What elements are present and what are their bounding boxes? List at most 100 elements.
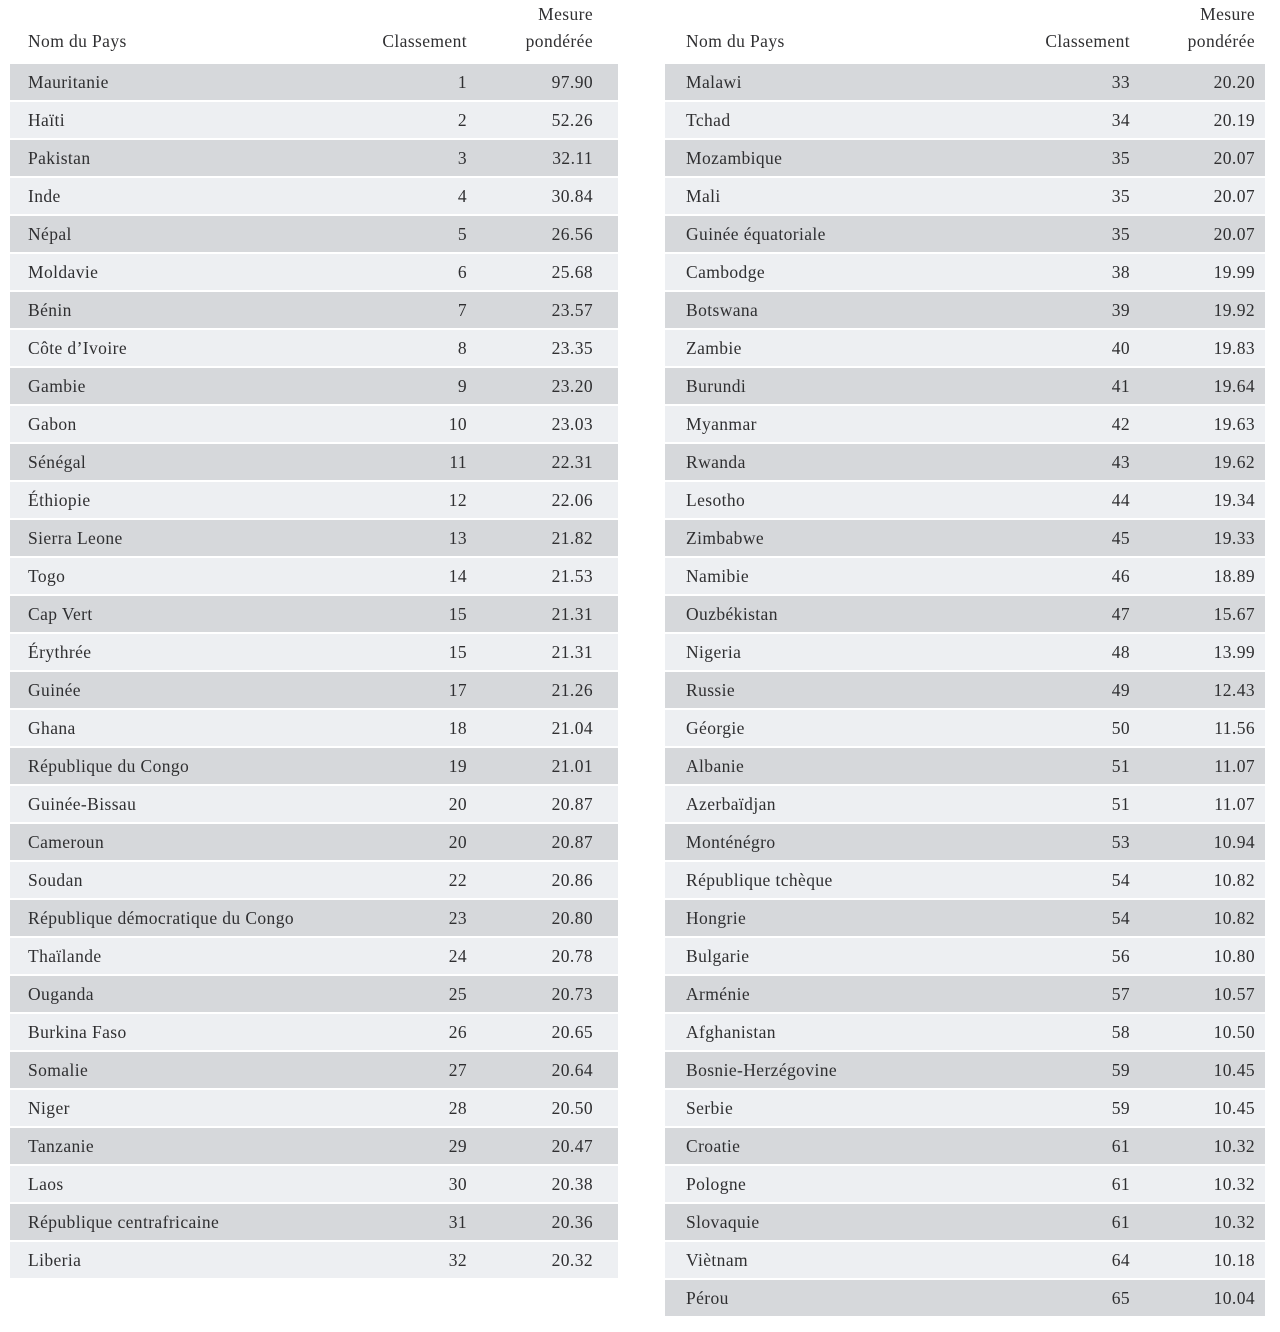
country-name-cell: Arménie xyxy=(665,976,1005,1011)
table-row: Guinée équatoriale 35 20.07 xyxy=(665,216,1265,254)
table-row: Guinée-Bissau 20 20.87 xyxy=(10,786,618,824)
country-weighted-measure: 10.18 xyxy=(1213,1250,1255,1270)
country-rank: 4 xyxy=(457,186,467,206)
country-weighted-measure: 19.34 xyxy=(1213,490,1255,510)
country-name: Azerbaïdjan xyxy=(686,794,776,814)
country-weighted-measure: 10.50 xyxy=(1213,1022,1255,1042)
country-weighted-measure: 21.31 xyxy=(551,642,593,662)
country-name: Nigeria xyxy=(686,642,742,662)
country-name: Haïti xyxy=(28,110,65,130)
table-row: Bénin 7 23.57 xyxy=(10,292,618,330)
country-name: Malawi xyxy=(686,72,742,92)
table-body-right: Malawi 33 20.20 Tchad 34 20.19 Mozambique 35 20.… xyxy=(665,64,1265,1318)
country-rank: 32 xyxy=(448,1250,467,1270)
country-weighted-measure: 20.73 xyxy=(551,984,593,1004)
country-weighted-measure: 10.57 xyxy=(1213,984,1255,1004)
country-name-cell: Guinée-Bissau xyxy=(10,786,347,821)
country-name: Tanzanie xyxy=(28,1136,95,1156)
country-name-cell: Azerbaïdjan xyxy=(665,786,1005,821)
country-weighted-measure: 10.82 xyxy=(1213,870,1255,890)
table-row: Mali 35 20.07 xyxy=(665,178,1265,216)
country-weighted-measure: 20.20 xyxy=(1213,72,1255,92)
country-name: Bosnie-Herzégovine xyxy=(686,1060,838,1080)
country-name: Laos xyxy=(28,1174,64,1194)
country-name-cell: Guinée équatoriale xyxy=(665,216,1005,251)
table-row: Albanie 51 11.07 xyxy=(665,748,1265,786)
country-rank: 43 xyxy=(1111,452,1130,472)
country-rank: 7 xyxy=(457,300,467,320)
country-name-cell: Côte d’Ivoire xyxy=(10,330,347,365)
country-weighted-measure: 20.47 xyxy=(551,1136,593,1156)
country-weighted-measure: 19.64 xyxy=(1213,376,1255,396)
country-rank: 5 xyxy=(457,224,467,244)
country-weighted-measure: 19.33 xyxy=(1213,528,1255,548)
country-name-cell: Bénin xyxy=(10,292,347,327)
country-name: Sénégal xyxy=(28,452,87,472)
country-name-cell: Zambie xyxy=(665,330,1005,365)
country-name-cell: Afghanistan xyxy=(665,1014,1005,1049)
table-row: Bulgarie 56 10.80 xyxy=(665,938,1265,976)
country-weighted-measure: 10.45 xyxy=(1213,1098,1255,1118)
table-row: République tchèque 54 10.82 xyxy=(665,862,1265,900)
country-rank: 2 xyxy=(457,110,467,130)
country-rank: 28 xyxy=(448,1098,467,1118)
country-rank: 54 xyxy=(1111,870,1130,890)
country-rank: 18 xyxy=(448,718,467,738)
country-name: Tchad xyxy=(686,110,731,130)
table-row: République du Congo 19 21.01 xyxy=(10,748,618,786)
country-name: République démocratique du Congo xyxy=(28,908,295,928)
country-name-cell: Ouganda xyxy=(10,976,347,1011)
country-name: Cameroun xyxy=(28,832,105,852)
country-name: Cap Vert xyxy=(28,604,93,624)
column-header-country: Nom du Pays xyxy=(686,31,785,51)
country-weighted-measure: 10.80 xyxy=(1213,946,1255,966)
country-name-cell: Lesotho xyxy=(665,482,1005,517)
table-row: Ghana 18 21.04 xyxy=(10,710,618,748)
country-weighted-measure: 12.43 xyxy=(1213,680,1255,700)
country-weighted-measure: 10.32 xyxy=(1213,1212,1255,1232)
table-row: Zimbabwe 45 19.33 xyxy=(665,520,1265,558)
country-name-cell: République tchèque xyxy=(665,862,1005,897)
table-row: Gambie 9 23.20 xyxy=(10,368,618,406)
country-name-cell: Slovaquie xyxy=(665,1204,1005,1239)
table-row: Inde 4 30.84 xyxy=(10,178,618,216)
country-weighted-measure: 11.07 xyxy=(1214,756,1255,776)
table-row: Pakistan 3 32.11 xyxy=(10,140,618,178)
table-row: Soudan 22 20.86 xyxy=(10,862,618,900)
table-row: Serbie 59 10.45 xyxy=(665,1090,1265,1128)
table-row: Ouzbékistan 47 15.67 xyxy=(665,596,1265,634)
country-rank: 57 xyxy=(1111,984,1130,1004)
country-weighted-measure: 21.01 xyxy=(551,756,593,776)
country-rank: 33 xyxy=(1111,72,1130,92)
country-rank: 51 xyxy=(1111,794,1130,814)
country-name-cell: Albanie xyxy=(665,748,1005,783)
country-name-cell: Somalie xyxy=(10,1052,347,1087)
country-rank: 6 xyxy=(457,262,467,282)
table-row: Pologne 61 10.32 xyxy=(665,1166,1265,1204)
country-name: Viètnam xyxy=(686,1250,749,1270)
country-rank: 15 xyxy=(448,604,467,624)
table-row: Sierra Leone 13 21.82 xyxy=(10,520,618,558)
country-name-cell: Gambie xyxy=(10,368,347,403)
country-rank: 49 xyxy=(1111,680,1130,700)
table-row: Thaïlande 24 20.78 xyxy=(10,938,618,976)
country-name: Hongrie xyxy=(686,908,747,928)
column-header-measure-line2: pondérée xyxy=(1187,31,1255,51)
country-weighted-measure: 20.07 xyxy=(1213,148,1255,168)
country-name-cell: Monténégro xyxy=(665,824,1005,859)
country-rank: 40 xyxy=(1111,338,1130,358)
table-row: Botswana 39 19.92 xyxy=(665,292,1265,330)
table-row: Namibie 46 18.89 xyxy=(665,558,1265,596)
country-rank: 20 xyxy=(448,794,467,814)
country-name-cell: Bulgarie xyxy=(665,938,1005,973)
country-rank: 8 xyxy=(457,338,467,358)
country-weighted-measure: 21.31 xyxy=(551,604,593,624)
country-name-cell: Sénégal xyxy=(10,444,347,479)
country-rank: 22 xyxy=(448,870,467,890)
country-rank: 64 xyxy=(1111,1250,1130,1270)
country-rank: 54 xyxy=(1111,908,1130,928)
country-name-cell: Mali xyxy=(665,178,1005,213)
table-row: Afghanistan 58 10.50 xyxy=(665,1014,1265,1052)
country-weighted-measure: 11.07 xyxy=(1214,794,1255,814)
country-weighted-measure: 15.67 xyxy=(1213,604,1255,624)
